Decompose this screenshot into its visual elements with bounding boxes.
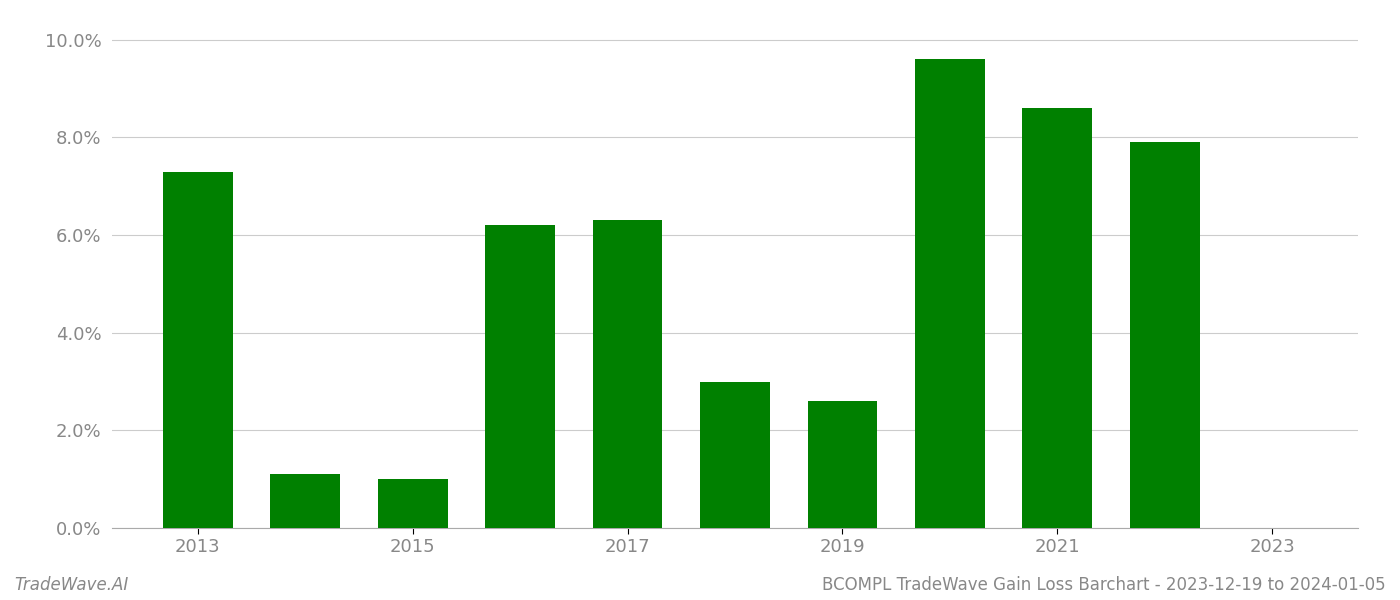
Text: TradeWave.AI: TradeWave.AI bbox=[14, 576, 129, 594]
Bar bbox=[486, 225, 554, 528]
Bar bbox=[916, 59, 984, 528]
Bar bbox=[808, 401, 878, 528]
Bar bbox=[162, 172, 232, 528]
Bar bbox=[378, 479, 448, 528]
Bar bbox=[270, 474, 340, 528]
Bar bbox=[592, 220, 662, 528]
Bar bbox=[1130, 142, 1200, 528]
Text: BCOMPL TradeWave Gain Loss Barchart - 2023-12-19 to 2024-01-05: BCOMPL TradeWave Gain Loss Barchart - 20… bbox=[822, 576, 1386, 594]
Bar bbox=[1022, 108, 1092, 528]
Bar bbox=[700, 382, 770, 528]
